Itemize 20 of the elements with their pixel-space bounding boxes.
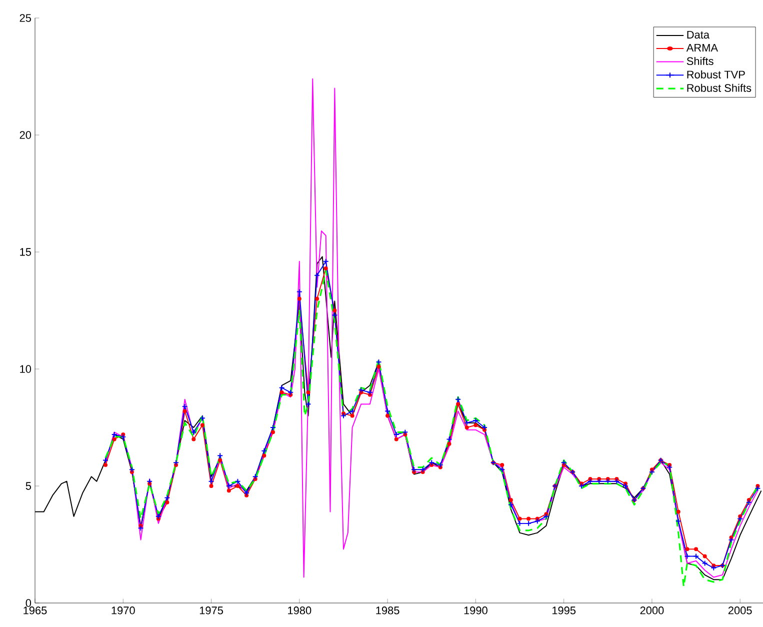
y-tick-label: 25 — [20, 14, 32, 22]
x-tick-label: 1975 — [200, 606, 223, 614]
x-tick-label: 2005 — [728, 606, 752, 614]
y-tick-label: 15 — [20, 248, 32, 256]
x-tick-label: 2000 — [640, 606, 664, 614]
legend-label: Shifts — [686, 56, 714, 66]
x-tick-label: 1985 — [376, 606, 400, 614]
x-tick-label: 1970 — [112, 606, 135, 614]
y-tick-label: 5 — [26, 482, 32, 490]
x-tick-label: 1980 — [288, 606, 312, 614]
y-tick-label: 20 — [20, 131, 32, 139]
y-tick-label: 10 — [20, 365, 32, 373]
x-tick-label: 1990 — [464, 606, 488, 614]
x-tick-label: 1995 — [552, 606, 576, 614]
legend-label: Data — [687, 30, 710, 39]
y-tick-label: 0 — [26, 599, 32, 607]
legend-label: ARMA — [686, 44, 718, 52]
legend-label: Robust Shifts — [687, 84, 752, 92]
legend-label: Robust TVP — [687, 70, 745, 78]
x-tick-label: 1965 — [24, 606, 47, 614]
